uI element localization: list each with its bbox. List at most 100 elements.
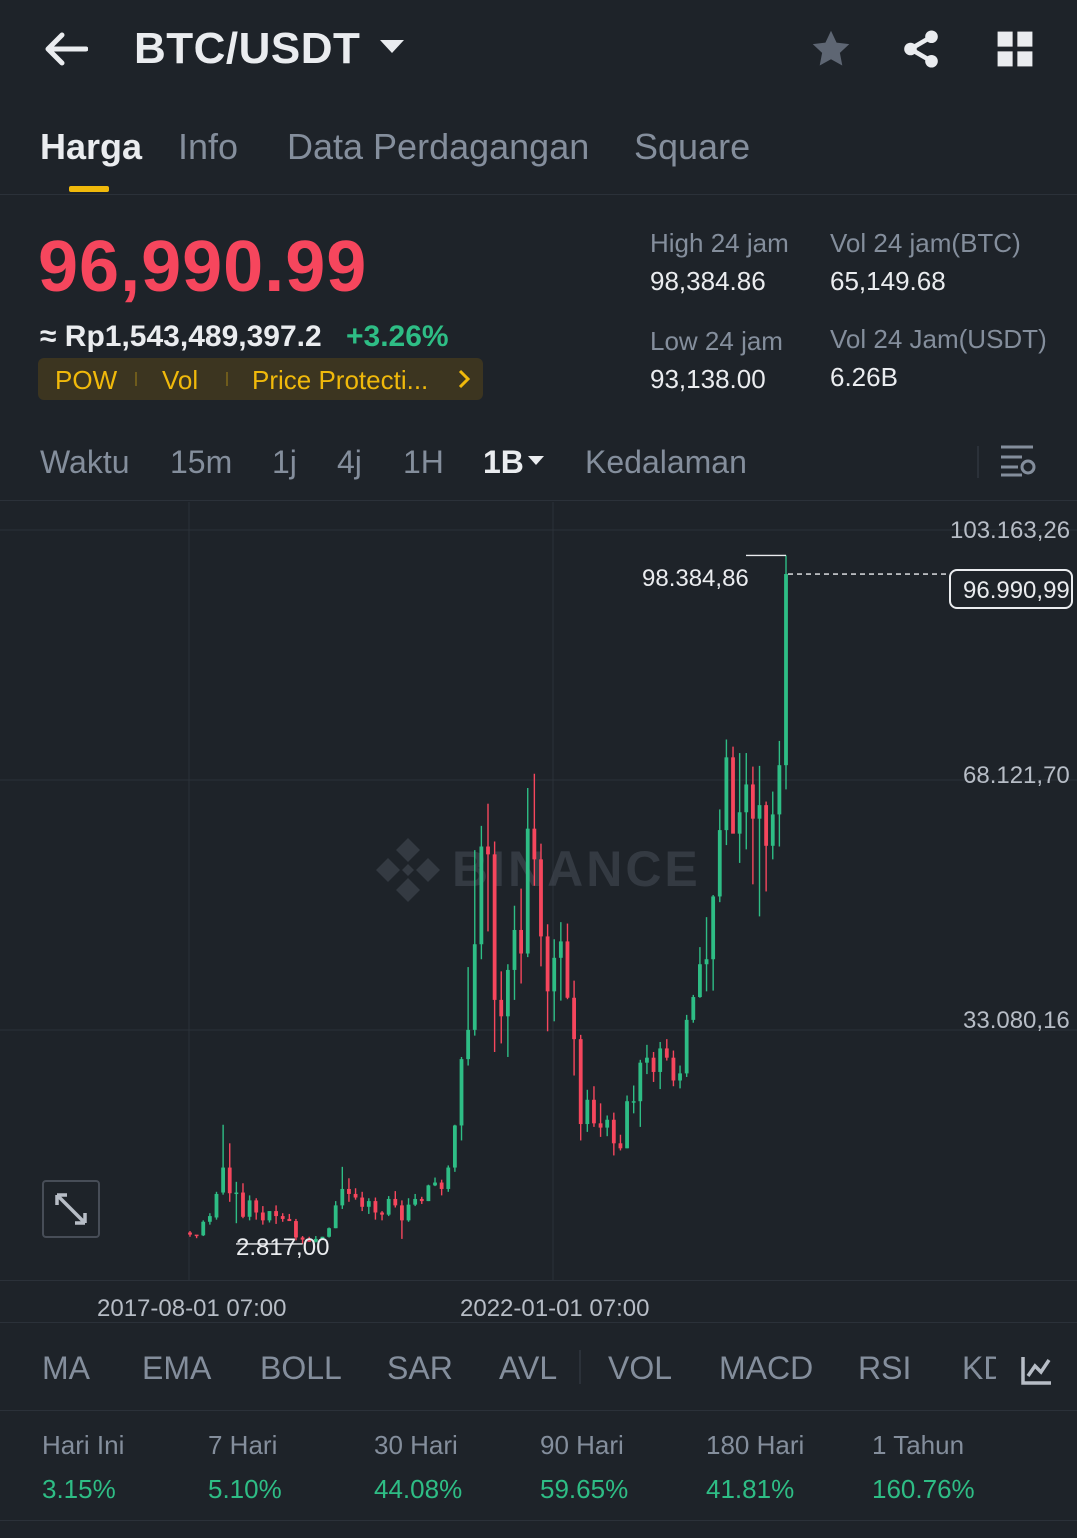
candle-body xyxy=(764,805,769,846)
candle-body xyxy=(585,1099,590,1125)
interval-1h[interactable]: 1H xyxy=(403,444,444,480)
candle-body xyxy=(254,1200,259,1213)
candle-body xyxy=(300,1237,305,1240)
tab-harga[interactable]: Harga xyxy=(40,126,143,167)
candle-body xyxy=(678,1073,682,1081)
tab-data-perdagangan[interactable]: Data Perdagangan xyxy=(287,126,590,167)
candle-body xyxy=(340,1188,345,1206)
candle-body xyxy=(433,1182,437,1186)
pair-title[interactable]: BTC/USDT xyxy=(134,24,361,73)
expand-chart-button[interactable] xyxy=(42,1180,100,1238)
current-price-tag xyxy=(949,569,1073,609)
fiat-price: ≈ Rp1,543,489,397.2 xyxy=(40,320,322,353)
y-axis-tick: 103.163,26 xyxy=(950,517,1071,544)
candle-body xyxy=(353,1193,358,1198)
expand-icon xyxy=(55,1193,87,1225)
tag-price-protection[interactable]: Price Protecti... xyxy=(252,365,429,395)
candle-body xyxy=(214,1193,219,1218)
performance-top-divider xyxy=(0,1410,1077,1411)
indicator-rsi[interactable]: RSI xyxy=(858,1350,912,1386)
grid-menu-icon[interactable] xyxy=(990,24,1040,74)
candle-body xyxy=(260,1212,265,1221)
candle-body xyxy=(525,828,530,954)
candle-body xyxy=(658,1048,663,1072)
indicator-sar[interactable]: SAR xyxy=(387,1350,453,1386)
chevron-right-icon[interactable] xyxy=(456,368,472,395)
candlestick-chart[interactable]: BINANCE xyxy=(0,502,1077,1280)
chevron-down-icon[interactable] xyxy=(380,40,404,53)
candle-body xyxy=(717,830,722,897)
star-icon[interactable] xyxy=(806,24,856,74)
candle-body xyxy=(221,1167,226,1193)
candle-body xyxy=(671,1057,676,1081)
perf-value-1y: 160.76% xyxy=(872,1474,975,1504)
candle-body xyxy=(711,896,716,960)
candle-body xyxy=(684,1019,689,1074)
vol-btc-label: Vol 24 jam(BTC) xyxy=(830,228,1021,258)
tabs-divider xyxy=(0,194,1077,195)
candle-body xyxy=(439,1182,444,1189)
candle-body xyxy=(545,936,550,992)
last-price: 96,990.99 xyxy=(38,227,368,307)
chevron-down-icon[interactable] xyxy=(528,456,544,465)
indicator-ma[interactable]: MA xyxy=(42,1350,90,1386)
candle-body xyxy=(194,1234,199,1237)
candle-body xyxy=(539,859,543,937)
candle-body xyxy=(598,1123,603,1128)
interval-kedalaman[interactable]: Kedalaman xyxy=(585,444,747,480)
chart-canvas[interactable]: BINANCE xyxy=(0,502,1077,1280)
candle-body xyxy=(558,941,563,958)
candle-body xyxy=(347,1188,351,1194)
candle-body xyxy=(770,814,775,846)
back-arrow-icon[interactable] xyxy=(36,22,96,76)
candle-body xyxy=(188,1232,192,1235)
x-axis-tick: 2022-01-01 07:00 xyxy=(460,1295,650,1322)
candle-body xyxy=(486,846,490,855)
candle-body xyxy=(731,757,735,834)
tag-pow[interactable]: POW xyxy=(55,365,118,395)
active-tab-indicator xyxy=(69,186,109,192)
interval-1j[interactable]: 1j xyxy=(272,444,297,480)
indicator-settings-icon[interactable] xyxy=(996,1346,1077,1394)
indicator-macd[interactable]: MACD xyxy=(719,1350,814,1386)
indicators-top-divider xyxy=(0,1322,1077,1323)
interval-1b[interactable]: 1B xyxy=(483,444,524,480)
candle-body xyxy=(605,1119,610,1128)
chart-settings-icon[interactable] xyxy=(998,442,1036,483)
candle-body xyxy=(704,959,709,965)
candle-body xyxy=(360,1197,365,1207)
candle-body xyxy=(565,941,570,998)
candle-body xyxy=(280,1216,285,1219)
candle-body xyxy=(234,1192,239,1195)
tag-separator xyxy=(226,372,228,386)
candle-body xyxy=(572,997,576,1040)
candle-body xyxy=(492,854,497,1000)
indicator-ema[interactable]: EMA xyxy=(142,1350,212,1386)
candle-body xyxy=(294,1221,298,1238)
interval-15m[interactable]: 15m xyxy=(170,444,233,480)
candle-body xyxy=(592,1099,596,1124)
candle-body xyxy=(366,1201,371,1207)
tags-bar[interactable] xyxy=(38,358,483,400)
candle-body xyxy=(413,1198,418,1205)
indicator-vol[interactable]: VOL xyxy=(608,1350,673,1386)
candle-body xyxy=(452,1125,457,1168)
tab-square[interactable]: Square xyxy=(634,126,751,167)
candle-body xyxy=(750,784,755,819)
interval-waktu[interactable]: Waktu xyxy=(40,444,130,480)
indicator-boll[interactable]: BOLL xyxy=(260,1350,342,1386)
candle-body xyxy=(267,1211,272,1221)
max-price-label: 98.384,86 xyxy=(642,565,749,592)
indicator-avl[interactable]: AVL xyxy=(499,1350,558,1386)
interval-4j[interactable]: 4j xyxy=(337,444,362,480)
low-24h-value: 93,138.00 xyxy=(650,364,766,394)
tag-vol[interactable]: Vol xyxy=(162,365,199,395)
candle-body xyxy=(466,1029,471,1060)
share-icon[interactable] xyxy=(896,24,946,74)
candle-body xyxy=(638,1062,643,1102)
candle-body xyxy=(532,828,537,860)
candle-body xyxy=(472,944,477,1030)
tab-info[interactable]: Info xyxy=(178,126,239,167)
candle-body xyxy=(625,1101,629,1149)
candle-body xyxy=(618,1143,623,1149)
